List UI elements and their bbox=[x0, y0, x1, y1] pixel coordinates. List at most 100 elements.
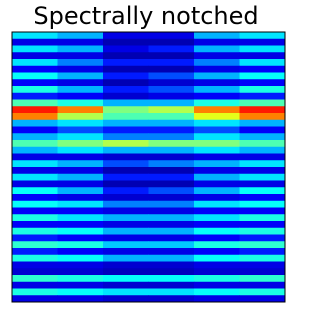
heatmap-cell bbox=[12, 32, 58, 40]
heatmap-cell bbox=[239, 180, 286, 188]
heatmap-cell bbox=[239, 92, 286, 100]
heatmap-cell bbox=[239, 106, 286, 114]
heatmap-cell bbox=[12, 221, 58, 229]
heatmap-cell bbox=[148, 234, 195, 242]
heatmap-cell bbox=[57, 227, 104, 235]
heatmap-cell bbox=[194, 187, 240, 195]
heatmap-cell bbox=[57, 288, 104, 296]
heatmap-cell bbox=[239, 86, 286, 94]
heatmap-cell bbox=[194, 126, 240, 134]
heatmap-cell bbox=[103, 119, 149, 127]
heatmap-cell bbox=[57, 254, 104, 262]
heatmap-cell bbox=[239, 140, 286, 148]
heatmap-cell bbox=[103, 160, 149, 168]
heatmap-cell bbox=[194, 295, 240, 303]
heatmap-cell bbox=[148, 79, 195, 87]
heatmap-cell bbox=[57, 207, 104, 215]
heatmap-cell bbox=[239, 275, 286, 283]
heatmap-cell bbox=[194, 160, 240, 168]
heatmap-cell bbox=[148, 65, 195, 73]
heatmap-cell bbox=[12, 200, 58, 208]
heatmap-cell bbox=[12, 72, 58, 80]
heatmap-cell bbox=[57, 248, 104, 256]
heatmap-cell bbox=[103, 133, 149, 141]
heatmap-cell bbox=[194, 52, 240, 60]
heatmap-cell bbox=[12, 234, 58, 242]
plot-frame bbox=[11, 31, 286, 303]
heatmap-cell bbox=[194, 146, 240, 154]
heatmap-cell bbox=[103, 207, 149, 215]
heatmap-cell bbox=[239, 234, 286, 242]
heatmap-cell bbox=[194, 133, 240, 141]
heatmap-cell bbox=[57, 180, 104, 188]
chart-title: Spectrally notched bbox=[33, 2, 258, 30]
heatmap-cell bbox=[57, 241, 104, 249]
heatmap-cell bbox=[12, 295, 58, 303]
heatmap-cell bbox=[57, 167, 104, 175]
heatmap-cell bbox=[12, 187, 58, 195]
heatmap-cell bbox=[12, 52, 58, 60]
heatmap-cell bbox=[194, 227, 240, 235]
heatmap-cell bbox=[57, 92, 104, 100]
heatmap-cell bbox=[103, 140, 149, 148]
heatmap-cell bbox=[194, 214, 240, 222]
heatmap-cell bbox=[12, 194, 58, 202]
heatmap-cell bbox=[239, 113, 286, 121]
heatmap-cell bbox=[148, 72, 195, 80]
heatmap-cell bbox=[57, 113, 104, 121]
heatmap-cell bbox=[239, 146, 286, 154]
heatmap-cell bbox=[148, 59, 195, 67]
heatmap-cell bbox=[148, 146, 195, 154]
heatmap-cell bbox=[239, 52, 286, 60]
heatmap-cell bbox=[194, 221, 240, 229]
heatmap-cell bbox=[194, 106, 240, 114]
heatmap-cell bbox=[57, 119, 104, 127]
heatmap-cell bbox=[12, 106, 58, 114]
heatmap-cell bbox=[57, 59, 104, 67]
heatmap-cell bbox=[148, 241, 195, 249]
heatmap-cell bbox=[103, 254, 149, 262]
heatmap-cell bbox=[239, 126, 286, 134]
heatmap-cell bbox=[239, 221, 286, 229]
heatmap-cell bbox=[103, 248, 149, 256]
heatmap-cell bbox=[148, 119, 195, 127]
heatmap-cell bbox=[148, 248, 195, 256]
heatmap-cell bbox=[12, 160, 58, 168]
heatmap-cell bbox=[194, 45, 240, 53]
heatmap-cell bbox=[239, 99, 286, 107]
heatmap-cell bbox=[57, 38, 104, 46]
heatmap-cell bbox=[239, 248, 286, 256]
heatmap-cell bbox=[103, 126, 149, 134]
heatmap-cell bbox=[148, 281, 195, 289]
heatmap-cell bbox=[57, 86, 104, 94]
heatmap-cell bbox=[239, 72, 286, 80]
heatmap-cell bbox=[103, 38, 149, 46]
heatmap-cell bbox=[194, 254, 240, 262]
heatmap-cell bbox=[57, 214, 104, 222]
heatmap-cell bbox=[57, 126, 104, 134]
heatmap-cell bbox=[103, 86, 149, 94]
heatmap-cell bbox=[194, 38, 240, 46]
heatmap-cell bbox=[57, 194, 104, 202]
heatmap-cell bbox=[148, 160, 195, 168]
heatmap-cell bbox=[194, 59, 240, 67]
heatmap-cell bbox=[239, 281, 286, 289]
heatmap-cell bbox=[57, 261, 104, 269]
heatmap-cell bbox=[12, 146, 58, 154]
heatmap-cell bbox=[57, 52, 104, 60]
heatmap-cell bbox=[194, 241, 240, 249]
heatmap-cell bbox=[57, 99, 104, 107]
heatmap-cell bbox=[57, 106, 104, 114]
heatmap-cell bbox=[194, 119, 240, 127]
heatmap-cell bbox=[103, 167, 149, 175]
heatmap-cell bbox=[57, 65, 104, 73]
heatmap-cell bbox=[12, 261, 58, 269]
heatmap-cell bbox=[239, 160, 286, 168]
heatmap-cell bbox=[148, 254, 195, 262]
heatmap-cell bbox=[239, 227, 286, 235]
heatmap-cell bbox=[57, 221, 104, 229]
heatmap-cell bbox=[103, 153, 149, 161]
heatmap-cell bbox=[148, 92, 195, 100]
heatmap-cell bbox=[194, 72, 240, 80]
heatmap-cell bbox=[103, 92, 149, 100]
